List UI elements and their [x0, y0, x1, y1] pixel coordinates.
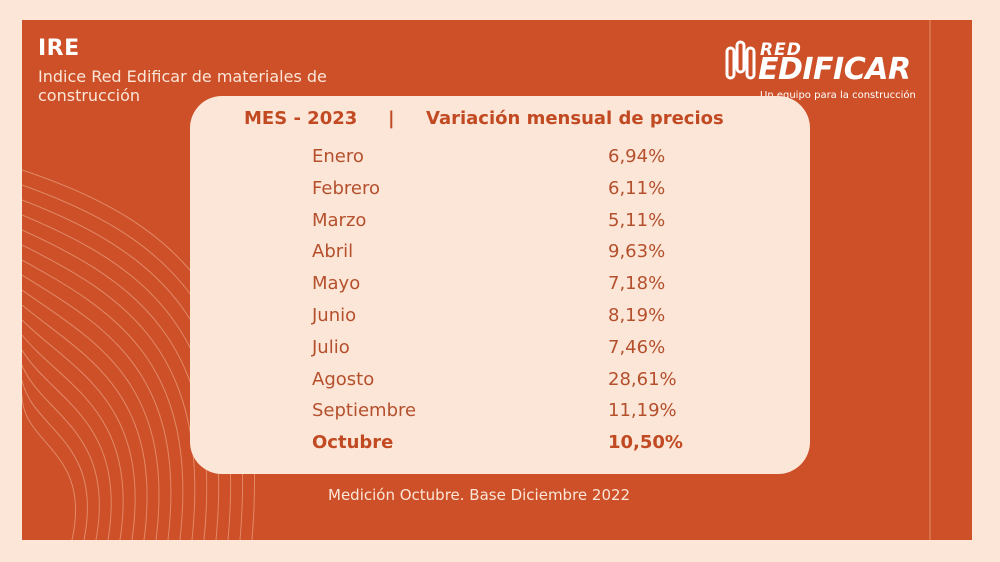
table-row: Febrero 6,11%: [190, 178, 810, 210]
table-row: Abril 9,63%: [190, 241, 810, 273]
value-cell: 8,19%: [608, 304, 666, 326]
value-cell: 11,19%: [608, 400, 677, 422]
table-row: Mayo 7,18%: [190, 273, 810, 305]
logo-text-red: RED: [760, 40, 802, 60]
month-cell: Enero: [312, 146, 364, 167]
logo-tagline: Un equipo para la construcción: [760, 90, 916, 101]
month-cell: Febrero: [312, 177, 380, 199]
footnote: Medición Octubre. Base Diciembre 2022: [328, 486, 631, 504]
month-cell: Agosto: [312, 368, 375, 390]
table-row-current: Octubre 10,50%: [190, 432, 810, 464]
decorative-wave-lines: [22, 20, 931, 540]
month-cell: Mayo: [312, 273, 361, 295]
month-cell: Octubre: [312, 432, 394, 454]
value-cell: 6,94%: [608, 146, 666, 167]
price-variation-card: MES - 2023 | Variación mensual de precio…: [190, 96, 810, 474]
logo-mark-icon: [725, 40, 756, 80]
table-body: Enero 6,94% Febrero 6,11% Marzo 5,11% Abril…: [190, 146, 810, 464]
value-cell: 9,63%: [608, 241, 666, 263]
month-cell: Julio: [312, 336, 350, 358]
value-cell: 7,46%: [608, 336, 666, 358]
table-header: MES - 2023 | Variación mensual de precio…: [190, 108, 810, 132]
table-row: Agosto 28,61%: [190, 369, 810, 401]
logo-text-name: EDIFICAR: [758, 52, 911, 87]
value-cell: 10,50%: [608, 432, 683, 454]
value-cell: 28,61%: [608, 368, 677, 390]
table-row: Junio 8,19%: [190, 305, 810, 337]
page-subtitle: Indice Red Edificar de materiales de con…: [38, 67, 327, 105]
table-row: Julio 7,46%: [190, 337, 810, 369]
month-cell: Marzo: [312, 209, 367, 231]
value-cell: 5,11%: [608, 209, 666, 231]
main-panel: IRE Indice Red Edificar de materiales de…: [22, 20, 972, 540]
table-row: Marzo 5,11%: [190, 210, 810, 242]
month-column-header: MES - 2023: [244, 108, 358, 129]
red-edificar-logo: RED EDIFICAR Un equipo para la construcc…: [724, 38, 924, 118]
table-row: Enero 6,94%: [190, 146, 810, 178]
table-row: Septiembre 11,19%: [190, 400, 810, 432]
header-separator: |: [388, 108, 395, 129]
month-cell: Septiembre: [312, 400, 417, 422]
month-cell: Abril: [312, 241, 354, 263]
month-cell: Junio: [312, 304, 357, 326]
value-cell: 6,11%: [608, 177, 666, 199]
value-cell: 7,18%: [608, 273, 666, 295]
variation-column-header: Variación mensual de precios: [426, 108, 724, 129]
page-title: IRE: [38, 36, 80, 61]
